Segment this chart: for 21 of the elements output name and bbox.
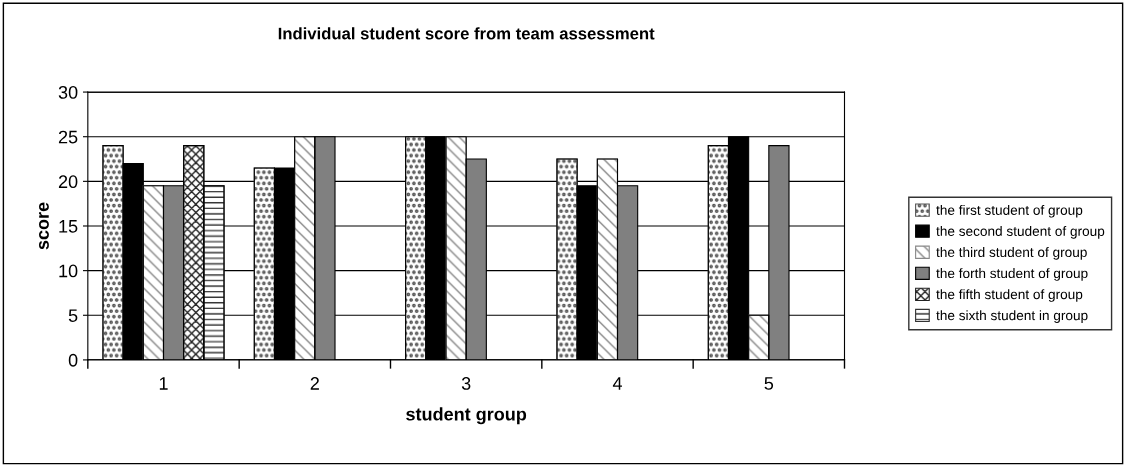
legend-label: the second student of group [936, 225, 1105, 239]
x-tick-label: 2 [310, 377, 319, 390]
legend-label: the first student of group [936, 204, 1083, 218]
y-tick-label: 5 [68, 309, 78, 322]
legend-label: the forth student of group [936, 268, 1088, 281]
y-tick-label: 30 [58, 86, 78, 99]
chart-title: Individual student score from team assessment [278, 27, 655, 40]
y-tick-label: 15 [59, 220, 78, 233]
x-tick-label: 1 [159, 377, 168, 390]
y-axis-title: score [39, 202, 49, 250]
y-tick-label: 0 [68, 353, 78, 367]
x-tick-label: 3 [461, 377, 471, 390]
y-tick-label: 10 [59, 264, 78, 278]
legend-label: the fifth student of group [936, 289, 1083, 302]
legend-label: the sixth student in group [936, 310, 1088, 323]
x-axis-title: student group [406, 407, 527, 425]
x-tick-label: 5 [764, 377, 774, 390]
y-tick-label: 25 [58, 130, 78, 144]
x-tick-label: 4 [612, 377, 622, 390]
legend-label: the third student of group [936, 247, 1087, 260]
y-tick-label: 20 [58, 175, 78, 189]
